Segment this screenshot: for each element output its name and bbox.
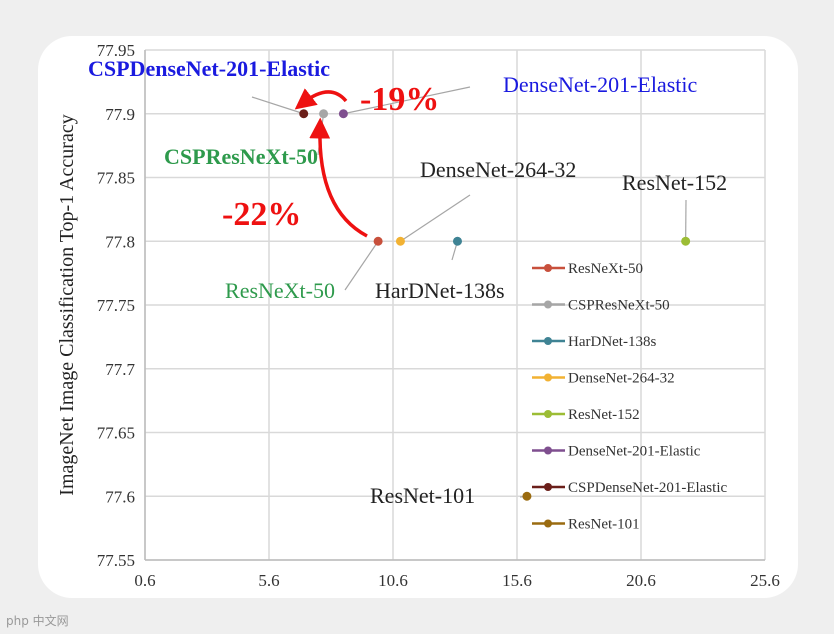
legend-marker (544, 519, 552, 528)
y-tick-label: 77.95 (97, 41, 135, 60)
point-label: ResNeXt-50 (225, 278, 335, 303)
x-tick-label: 25.6 (750, 571, 780, 590)
legend-label: CSPResNeXt-50 (568, 298, 670, 314)
legend-marker (544, 264, 552, 272)
legend-label: DenseNet-201-Elastic (568, 444, 701, 460)
legend-marker (544, 337, 552, 345)
legend-label: ResNeXt-50 (568, 261, 643, 277)
legend-marker (544, 373, 552, 382)
data-point (681, 236, 691, 246)
y-tick-label: 77.85 (97, 169, 135, 188)
annotation-19: -19% (360, 81, 439, 118)
point-label: HarDNet-138s (375, 278, 505, 303)
legend-label: HarDNet-138s (568, 334, 656, 350)
legend-marker (544, 446, 552, 455)
legend-label: CSPDenseNet-201-Elastic (568, 480, 727, 496)
legend-label: ResNet-101 (568, 517, 640, 533)
y-tick-label: 77.65 (97, 424, 135, 443)
x-tick-label: 20.6 (626, 571, 656, 590)
leader-line (400, 194, 471, 242)
legend-marker (544, 483, 552, 491)
point-label: CSPResNeXt-50 (164, 144, 318, 169)
data-point (395, 236, 405, 246)
y-axis-title: ImageNet Image Classification Top-1 Accu… (56, 114, 78, 495)
data-point (338, 109, 348, 119)
legend-label: DenseNet-264-32 (568, 371, 675, 387)
y-tick-label: 77.9 (105, 105, 135, 124)
y-tick-label: 77.6 (105, 487, 135, 506)
point-label: CSPDenseNet-201-Elastic (88, 56, 330, 81)
data-point (522, 491, 532, 501)
point-label: ResNet-101 (370, 483, 475, 508)
legend-marker (544, 410, 552, 418)
leader-line (344, 240, 379, 291)
point-label: DenseNet-201-Elastic (503, 72, 697, 97)
data-point (373, 236, 383, 246)
legend-marker (544, 300, 552, 309)
y-tick-label: 77.55 (97, 551, 135, 570)
arrow-19 (294, 88, 348, 110)
y-tick-label: 77.7 (105, 360, 135, 379)
chart-card (38, 36, 798, 598)
data-point (299, 109, 309, 119)
data-point (319, 109, 329, 119)
legend-label: ResNet-152 (568, 407, 640, 423)
data-point (452, 236, 462, 246)
x-tick-label: 15.6 (502, 571, 532, 590)
point-label: DenseNet-264-32 (420, 157, 576, 182)
x-tick-label: 5.6 (258, 571, 279, 590)
annotation-22: -22% (222, 196, 301, 233)
leader-line (343, 86, 471, 115)
watermark: php 中文网 (6, 614, 69, 628)
x-tick-label: 10.6 (378, 571, 408, 590)
point-label: ResNet-152 (622, 170, 727, 195)
y-tick-label: 77.8 (105, 232, 135, 251)
arrow-22 (309, 117, 368, 238)
x-tick-label: 0.6 (134, 571, 155, 590)
leader-line (251, 96, 304, 115)
y-tick-label: 77.75 (97, 296, 135, 315)
